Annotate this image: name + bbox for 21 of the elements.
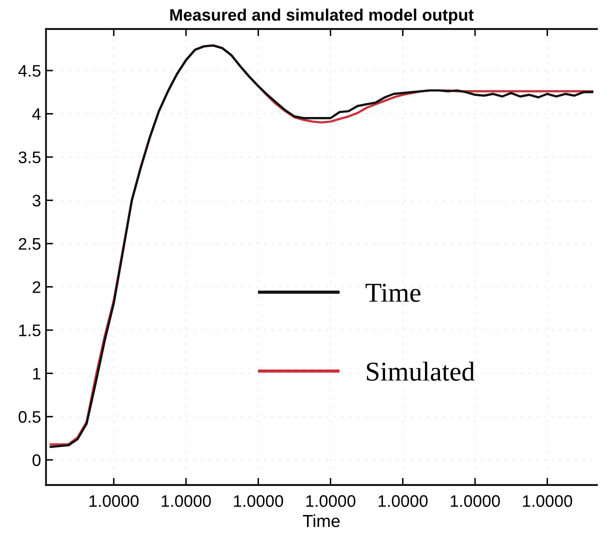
- y-tick-label: 3.5: [18, 151, 40, 164]
- y-tick-label: 0: [32, 454, 40, 466]
- x-tick-label: 1.0000: [378, 495, 428, 507]
- y-tick-label: 2.5: [18, 238, 40, 250]
- y-tick-label: 4.5: [18, 65, 40, 77]
- y-tick-label: 0.5: [18, 411, 40, 423]
- x-tick-label: 1.0000: [523, 495, 572, 507]
- x-tick-label: 1.0000: [234, 495, 284, 507]
- x-tick-label: 1.0000: [162, 495, 211, 507]
- y-tick-label: 4: [32, 108, 41, 120]
- y-tick-label: 2: [32, 281, 40, 293]
- x-tick-label: 1.0000: [306, 495, 356, 507]
- y-tick-label: 1: [33, 368, 40, 380]
- y-tick-label: 1.5: [19, 324, 40, 336]
- y-tick-label: 3: [32, 194, 40, 207]
- x-tick-label: 1.0000: [90, 495, 139, 507]
- x-axis-title: Time: [302, 514, 340, 528]
- legend-label: Simulated: [366, 362, 475, 381]
- chart-title: Measured and simulated model output: [170, 8, 474, 24]
- x-tick-label: 1.0000: [450, 495, 500, 507]
- legend-label: Time: [366, 284, 420, 302]
